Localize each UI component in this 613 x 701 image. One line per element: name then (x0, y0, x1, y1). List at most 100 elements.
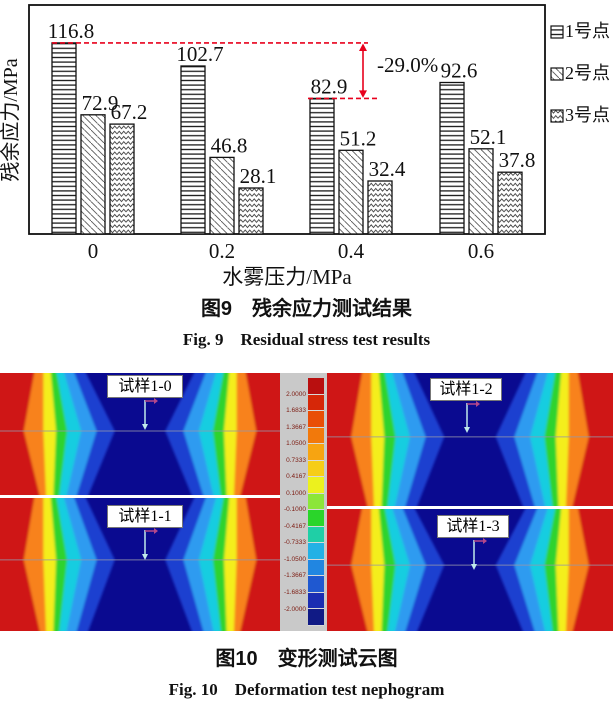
figure9-bar-chart: 116.8 102.7 82.9 92.6 72.9 46.8 51.2 52.1 67.2 28… (0, 4, 610, 289)
legend-swatch-icon (550, 25, 564, 39)
x-tick-label: 0.2 (209, 239, 235, 263)
figure9-caption-en: Fig. 9 Residual stress test results (182, 330, 431, 349)
x-tick-label: 0 (88, 239, 99, 263)
annotation-arrowhead-down (359, 90, 367, 98)
colorbar-segment (308, 609, 324, 626)
plot-area-border (28, 4, 546, 235)
legend-item-3号点: 3号点 (550, 105, 610, 125)
bar-value-label: 37.8 (499, 148, 536, 172)
colorbar-value-label: 0.4167 (286, 473, 306, 481)
figure10-caption-en: Fig. 10 Deformation test nephogram (168, 680, 445, 699)
colorbar-segment (308, 559, 324, 577)
legend-label: 2号点 (565, 63, 610, 83)
bar-3号点-0 (109, 123, 135, 235)
legend-label: 1号点 (565, 21, 610, 41)
bar-value-label: 92.6 (441, 59, 478, 83)
bar-value-label: 51.2 (340, 126, 377, 150)
coordinate-axes-icon (142, 528, 158, 560)
contour-band (572, 373, 613, 506)
colorbar-value-label: 1.6833 (286, 407, 306, 415)
bar-1号点-0.6 (439, 81, 465, 235)
contour-band (327, 373, 368, 506)
colorbar-segment (308, 592, 324, 610)
x-tick-label: 0.4 (338, 239, 365, 263)
panel-label-1-1: 试样1-1 (107, 505, 183, 528)
bar-1号点-0.4 (309, 97, 335, 235)
colorbar-value-label: 1.0500 (286, 440, 306, 448)
bar-value-label: 32.4 (369, 157, 406, 181)
colorbar-segment (308, 526, 324, 544)
bar-value-label: 82.9 (311, 74, 348, 98)
colorbar: 2.0000 1.6833 1.3667 1.0500 0.7333 0.4167 0.10… (280, 373, 327, 631)
chart-legend: 1号点 2号点 3号点 (550, 21, 610, 125)
bars (51, 42, 523, 235)
bar-1号点-0.2 (180, 65, 206, 235)
colorbar-value-label: 1.3667 (286, 423, 306, 431)
figure9-caption-cn: 图9 残余应力测试结果 (200, 298, 413, 320)
colorbar-segment (308, 543, 324, 560)
bar-3号点-0.2 (238, 187, 264, 235)
annotation-label: -29.0% (377, 53, 438, 77)
x-tick-labels: 0 0.2 0.4 0.6 (88, 239, 494, 263)
legend-swatch-icon (550, 67, 564, 81)
nephogram-panel-1-1 (0, 498, 280, 631)
colorbar-strip (308, 378, 324, 626)
colorbar-value-label: -1.0500 (283, 555, 306, 563)
bar-3号点-0.4 (367, 180, 393, 235)
bar-2号点-0 (80, 114, 106, 235)
colorbar-segment (308, 378, 324, 395)
figure10-nephogram: 试样1-0 试样1-2 试样1-1 试样1-3 2.0000 1.6833 1.36… (0, 373, 613, 631)
bar-value-label: 116.8 (48, 19, 94, 43)
nephogram-panel-1-0 (0, 373, 280, 495)
bar-1号点-0 (51, 42, 77, 235)
figure10-caption-cn: 图10 变形测试云图 (215, 648, 398, 670)
bar-value-label: 46.8 (211, 133, 248, 157)
contour-band (327, 509, 368, 631)
bar-value-label: 102.7 (176, 42, 223, 66)
panel-label-1-2: 试样1-2 (430, 378, 502, 401)
colorbar-segment (308, 411, 324, 428)
contour-band (572, 509, 613, 631)
contour-band (0, 373, 40, 495)
x-tick-label: 0.6 (468, 239, 494, 263)
y-axis-label: 残余应力/MPa (0, 58, 22, 181)
bar-value-labels: 116.8 102.7 82.9 92.6 72.9 46.8 51.2 52.1 67.2 28… (48, 19, 536, 188)
nephogram-panel-1-3 (327, 509, 613, 631)
bar-2号点-0.6 (468, 148, 494, 235)
panel-label-1-3: 试样1-3 (437, 515, 509, 538)
colorbar-value-label: 2.0000 (286, 390, 306, 398)
bar-value-label: 67.2 (111, 100, 148, 124)
colorbar-segment (308, 493, 324, 511)
decrease-annotation: -29.0% (52, 42, 438, 100)
coordinate-axes-icon (142, 398, 158, 430)
bar-value-label: 28.1 (240, 164, 277, 188)
colorbar-value-label: 0.1000 (286, 489, 306, 497)
colorbar-segment (308, 460, 324, 478)
colorbar-value-label: -1.6833 (283, 588, 306, 596)
colorbar-segment (308, 477, 324, 494)
coordinate-axes-icon (464, 401, 480, 433)
bar-value-label: 52.1 (470, 125, 507, 149)
bar-2号点-0.4 (338, 149, 364, 235)
colorbar-segment (308, 444, 324, 461)
colorbar-segment (308, 394, 324, 412)
contour-band (240, 373, 280, 495)
colorbar-value-label: -1.3667 (283, 572, 306, 580)
contour-band (0, 498, 40, 631)
legend-item-2号点: 2号点 (550, 63, 610, 83)
bar-2号点-0.2 (209, 156, 235, 235)
colorbar-segment (308, 576, 324, 593)
bar-3号点-0.6 (497, 171, 523, 235)
contour-band (240, 498, 280, 631)
colorbar-segment (308, 427, 324, 445)
colorbar-value-label: -0.7333 (283, 539, 306, 547)
colorbar-value-label: 0.7333 (286, 456, 306, 464)
colorbar-value-label: -2.0000 (283, 605, 306, 613)
legend-item-1号点: 1号点 (550, 21, 610, 41)
colorbar-segment (308, 510, 324, 527)
coordinate-axes-icon (471, 538, 487, 570)
panel-label-1-0: 试样1-0 (107, 375, 183, 398)
legend-swatch-icon (550, 109, 564, 123)
annotation-arrowhead-up (359, 43, 367, 51)
